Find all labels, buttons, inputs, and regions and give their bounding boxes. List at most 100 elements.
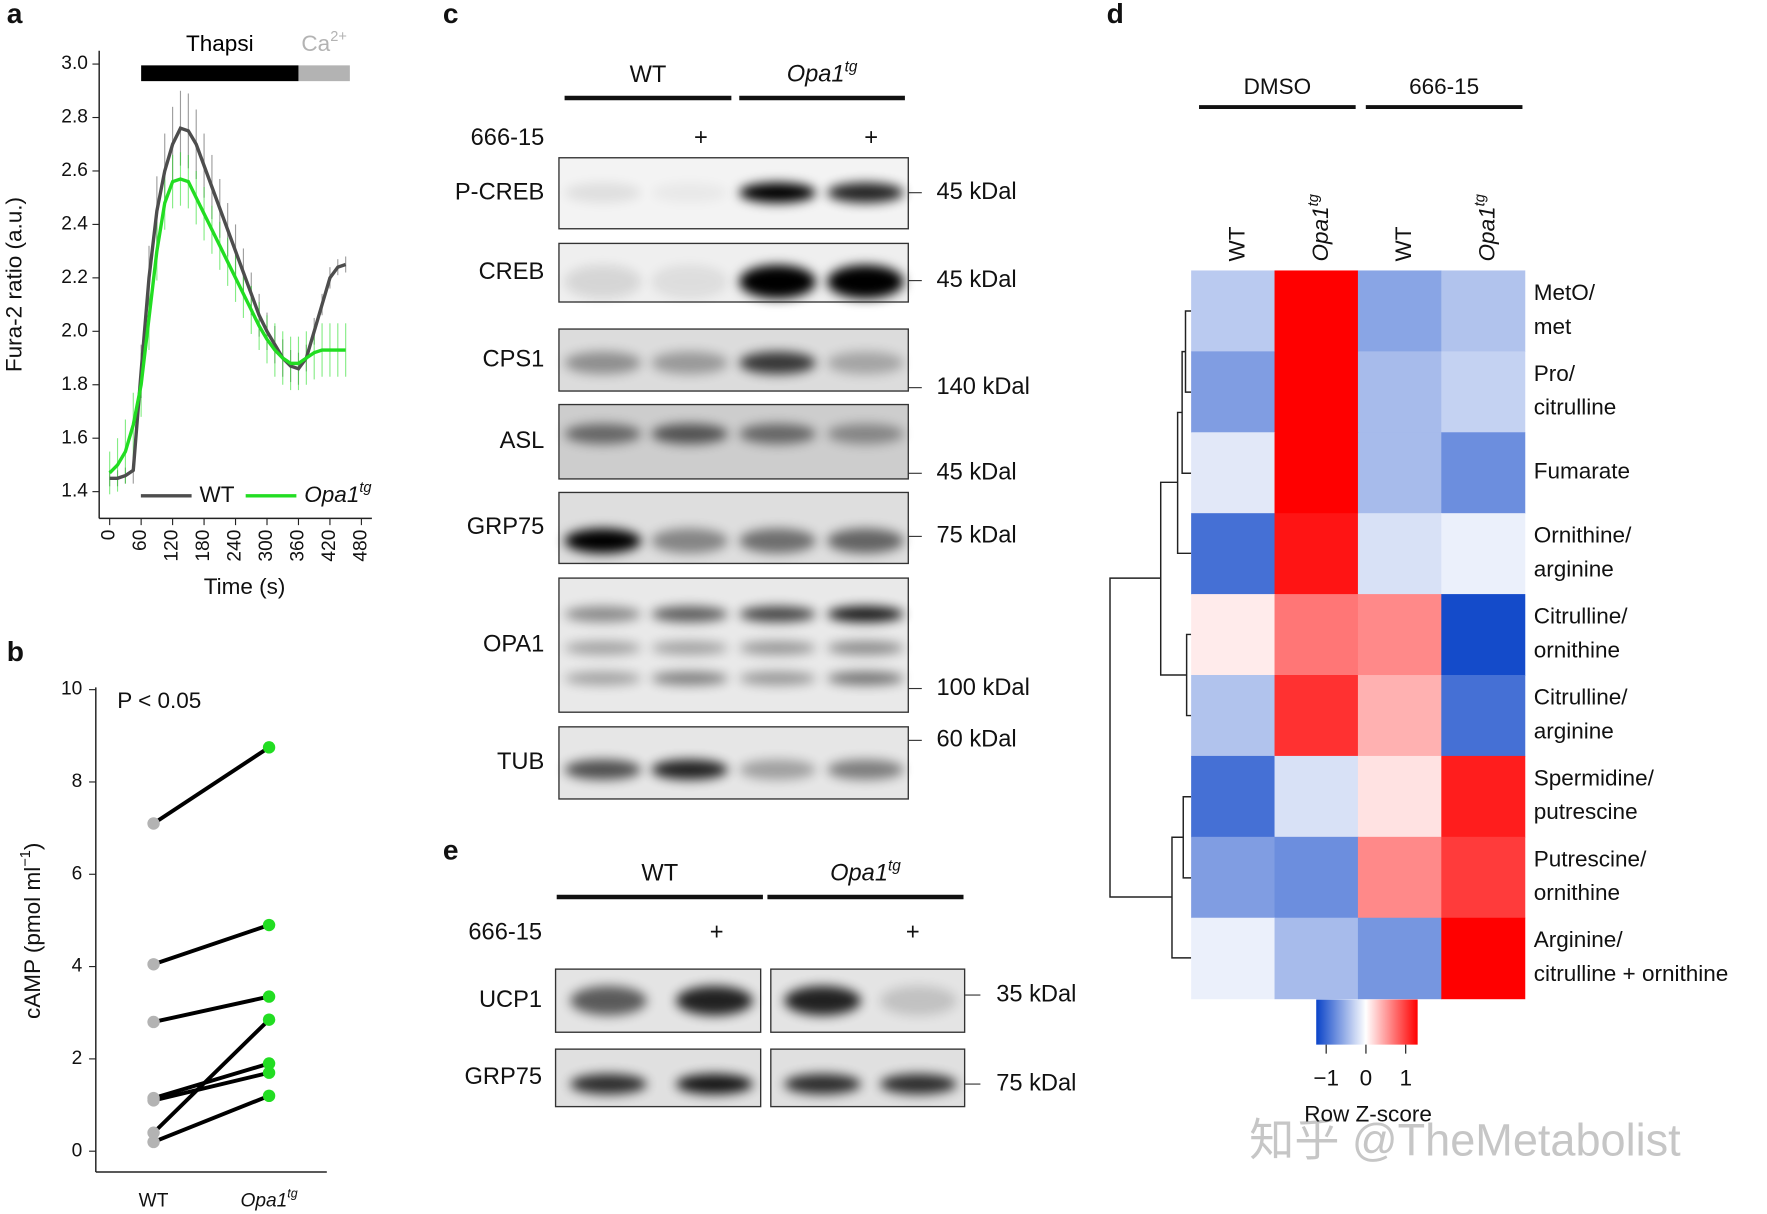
x-tick-label: WT bbox=[139, 1190, 169, 1211]
point bbox=[147, 1094, 160, 1107]
text-part: ) bbox=[20, 843, 45, 851]
heatmap-cell bbox=[1274, 351, 1359, 433]
heatmap-cell bbox=[1274, 675, 1359, 757]
blot-band bbox=[739, 423, 816, 444]
blot-band bbox=[827, 671, 904, 686]
heatmap-cell bbox=[1441, 351, 1526, 433]
x-tick-label: 360 bbox=[288, 530, 309, 562]
blot-band bbox=[880, 986, 957, 1016]
blot-label: ASL bbox=[500, 428, 545, 454]
point bbox=[262, 1057, 276, 1070]
text-part: cAMP (pmol ml bbox=[20, 867, 45, 1019]
treatment-mark: + bbox=[864, 125, 878, 151]
blot-band bbox=[564, 264, 642, 299]
group-label: Opa1tg bbox=[787, 58, 858, 88]
heatmap-cell bbox=[1441, 513, 1526, 595]
y-tick-label: 4 bbox=[72, 956, 83, 977]
text-part: Opa1 bbox=[787, 62, 845, 88]
colorbar-tick-label: 1 bbox=[1399, 1066, 1412, 1091]
blot-band bbox=[827, 351, 904, 375]
row-label: arginine bbox=[1534, 556, 1614, 581]
blot-band bbox=[564, 671, 642, 686]
text-part: Opa1 bbox=[830, 861, 888, 887]
stimulus-label: Ca2+ bbox=[301, 29, 346, 56]
y-tick-label: 1.4 bbox=[61, 481, 88, 502]
heatmap-cell bbox=[1191, 432, 1276, 514]
pair-line bbox=[153, 994, 270, 1024]
annotation: P < 0.05 bbox=[117, 688, 201, 713]
point bbox=[262, 741, 276, 754]
colorbar bbox=[1316, 999, 1418, 1045]
blot-band bbox=[827, 759, 904, 780]
blot-label: GRP75 bbox=[464, 1064, 542, 1090]
heatmap-cell bbox=[1191, 513, 1276, 595]
blot-band bbox=[564, 606, 642, 623]
blot-label: CREB bbox=[479, 259, 545, 285]
y-tick-label: 2.0 bbox=[61, 320, 88, 341]
point bbox=[262, 1066, 276, 1079]
treatment-mark: + bbox=[694, 125, 708, 151]
blot-label: UCP1 bbox=[479, 987, 542, 1013]
point bbox=[262, 1013, 276, 1026]
blot-band bbox=[827, 264, 904, 299]
pair-line bbox=[152, 923, 270, 967]
heatmap-cell bbox=[1441, 594, 1526, 676]
heatmap-cell bbox=[1441, 675, 1526, 757]
treatment-mark: + bbox=[906, 919, 920, 945]
text-part: 2+ bbox=[330, 29, 347, 45]
y-tick-label: 0 bbox=[72, 1140, 83, 1161]
text-part: Opa1 bbox=[304, 482, 359, 507]
blot-band bbox=[564, 759, 642, 780]
column-label: Opa1tg bbox=[1306, 194, 1333, 261]
blot-band bbox=[651, 759, 728, 780]
point bbox=[147, 817, 160, 830]
blot-band bbox=[570, 986, 647, 1016]
x-tick-label: Opa1tg bbox=[240, 1187, 297, 1212]
blot-band bbox=[827, 528, 904, 554]
stimulus-bar bbox=[298, 65, 350, 82]
row-label: Citrulline/ bbox=[1534, 604, 1629, 629]
group-label: WT bbox=[630, 62, 667, 88]
text-part: tg bbox=[1473, 194, 1489, 206]
blot-band bbox=[784, 986, 861, 1016]
pair-line bbox=[153, 1070, 270, 1103]
blot-band bbox=[570, 1073, 647, 1095]
blot-band bbox=[739, 528, 816, 554]
heatmap-cell bbox=[1274, 755, 1359, 838]
group-label: DMSO bbox=[1244, 74, 1312, 99]
text-part: Opa1 bbox=[240, 1190, 287, 1211]
blot-band bbox=[827, 641, 904, 655]
text-part: tg bbox=[1306, 194, 1322, 206]
heatmap-cell bbox=[1357, 917, 1442, 1000]
blot-band bbox=[651, 182, 728, 203]
pair-line bbox=[152, 745, 271, 826]
point bbox=[147, 1135, 160, 1149]
blot-frame bbox=[554, 968, 762, 1033]
heatmap-cell bbox=[1357, 755, 1442, 838]
x-tick-label: 60 bbox=[130, 530, 151, 551]
group-label: 666-15 bbox=[1409, 74, 1479, 99]
row-label: citrulline + ornithine bbox=[1534, 961, 1729, 986]
panel-label: a bbox=[7, 0, 23, 29]
blot-label: GRP75 bbox=[467, 514, 545, 540]
y-tick-label: 2.2 bbox=[61, 267, 88, 288]
x-tick-label: 480 bbox=[350, 530, 371, 562]
panel-label: e bbox=[443, 833, 459, 865]
marker-label: 140 kDal bbox=[936, 374, 1029, 400]
blot-band bbox=[564, 528, 642, 554]
heatmap-cell bbox=[1357, 513, 1442, 595]
row-label: Ornithine/ bbox=[1534, 523, 1632, 548]
colorbar-tick-label: −1 bbox=[1313, 1066, 1339, 1091]
blot-frame bbox=[558, 577, 909, 713]
heatmap-cell bbox=[1274, 513, 1359, 595]
blot-band bbox=[564, 182, 642, 203]
text-part: Ca bbox=[301, 31, 330, 56]
blot-frame bbox=[770, 1048, 966, 1108]
blot-band bbox=[651, 671, 728, 686]
text-part: Opa1 bbox=[1475, 206, 1500, 261]
blot-band bbox=[651, 264, 728, 299]
blot-band bbox=[564, 423, 642, 444]
colorbar-tick-label: 0 bbox=[1360, 1066, 1373, 1091]
row-label: Arginine/ bbox=[1534, 927, 1624, 952]
